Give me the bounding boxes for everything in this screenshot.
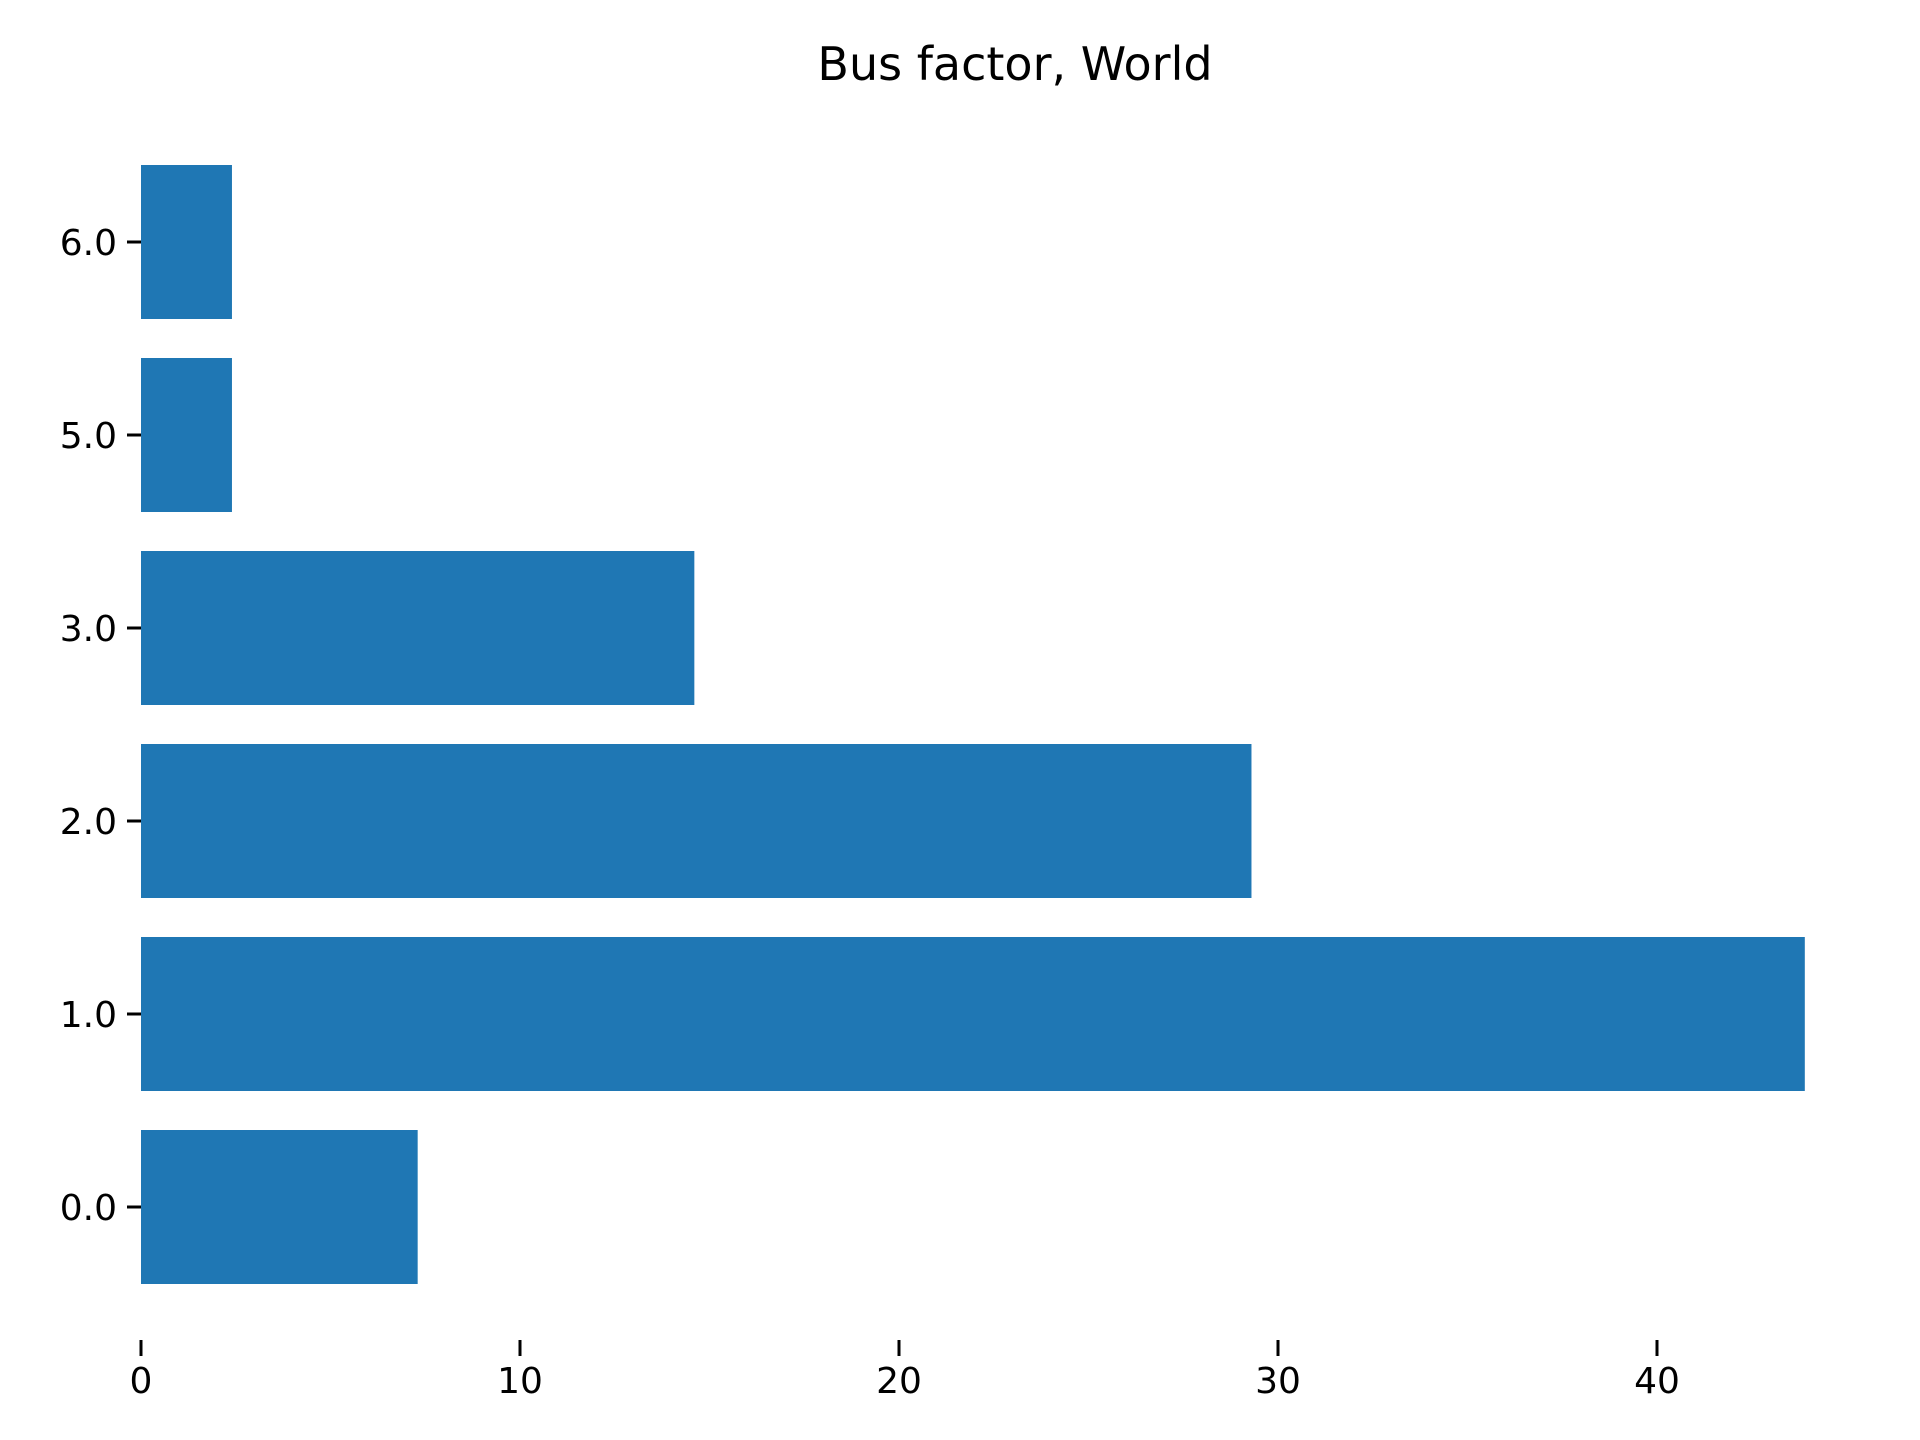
x-tick-label-40: 40: [1634, 1361, 1680, 1402]
x-tick-label-20: 20: [876, 1361, 922, 1402]
chart-title: Bus factor, World: [817, 37, 1212, 91]
x-axis: 0 10 20 30 40: [130, 1340, 1680, 1402]
bar-1.0: [141, 937, 1805, 1091]
y-tick-label-5.0: 5.0: [60, 416, 117, 457]
x-tick-label-30: 30: [1255, 1361, 1301, 1402]
y-tick-label-6.0: 6.0: [60, 223, 117, 264]
y-tick-label-0.0: 0.0: [60, 1188, 117, 1229]
bar-2.0: [141, 744, 1252, 898]
y-axis: 0.0 1.0 2.0 3.0 5.0 6.0: [60, 223, 141, 1229]
y-tick-label-2.0: 2.0: [60, 802, 117, 843]
x-tick-label-0: 0: [130, 1361, 153, 1402]
bar-5.0: [141, 358, 232, 512]
x-tick-label-10: 10: [497, 1361, 543, 1402]
y-tick-label-1.0: 1.0: [60, 995, 117, 1036]
y-tick-label-3.0: 3.0: [60, 609, 117, 650]
bar-0.0: [141, 1130, 418, 1284]
bar-3.0: [141, 551, 695, 705]
bar-6.0: [141, 165, 232, 319]
bars-group: [141, 165, 1805, 1284]
